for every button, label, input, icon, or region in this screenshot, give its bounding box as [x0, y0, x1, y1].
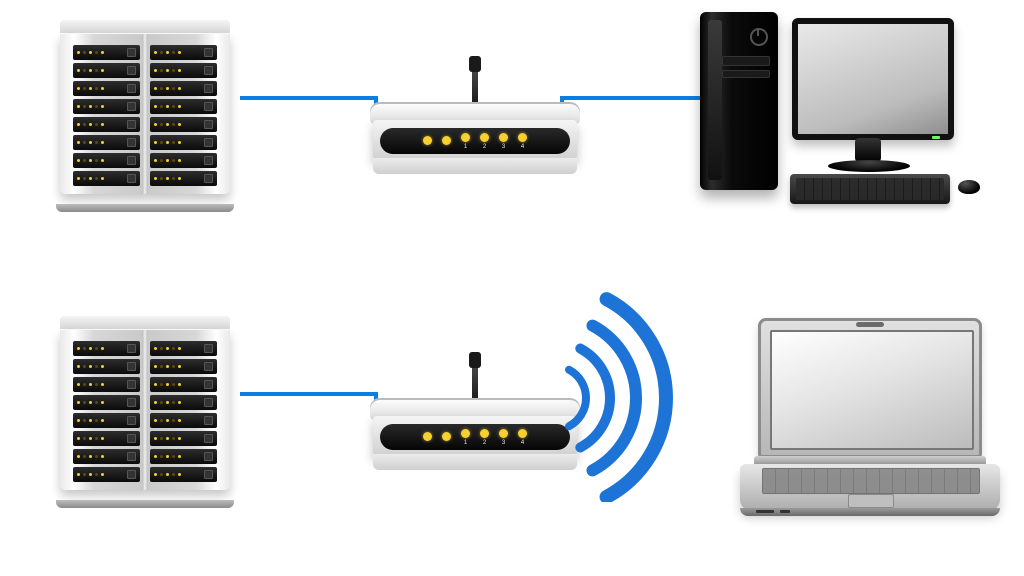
monitor-icon: [792, 18, 954, 140]
router-port-label: 1: [464, 440, 467, 446]
router-port-label: 1: [464, 144, 467, 150]
router-icon: 1 2 3 4: [370, 58, 580, 188]
router-port-label: 2: [483, 144, 486, 150]
router-port-label: 4: [521, 440, 524, 446]
pc-tower-icon: [700, 12, 778, 190]
keyboard-icon: [762, 468, 980, 494]
router-port-label: 4: [521, 144, 524, 150]
mouse-icon: [958, 180, 980, 194]
cable-segment: [560, 96, 700, 100]
cable-segment: [240, 392, 374, 396]
laptop-icon: [740, 318, 1000, 518]
router-port-label: 3: [502, 144, 505, 150]
server-rack-icon: [50, 20, 240, 210]
keyboard-icon: [790, 174, 950, 204]
wifi-signal-icon: [540, 292, 760, 502]
network-diagram: { "diagram": { "type": "network", "backg…: [0, 0, 1024, 576]
router-port-label: 3: [502, 440, 505, 446]
cable-segment: [240, 96, 374, 100]
server-rack-icon: [50, 316, 240, 506]
desktop-pc-icon: [700, 12, 980, 212]
router-port-label: 2: [483, 440, 486, 446]
